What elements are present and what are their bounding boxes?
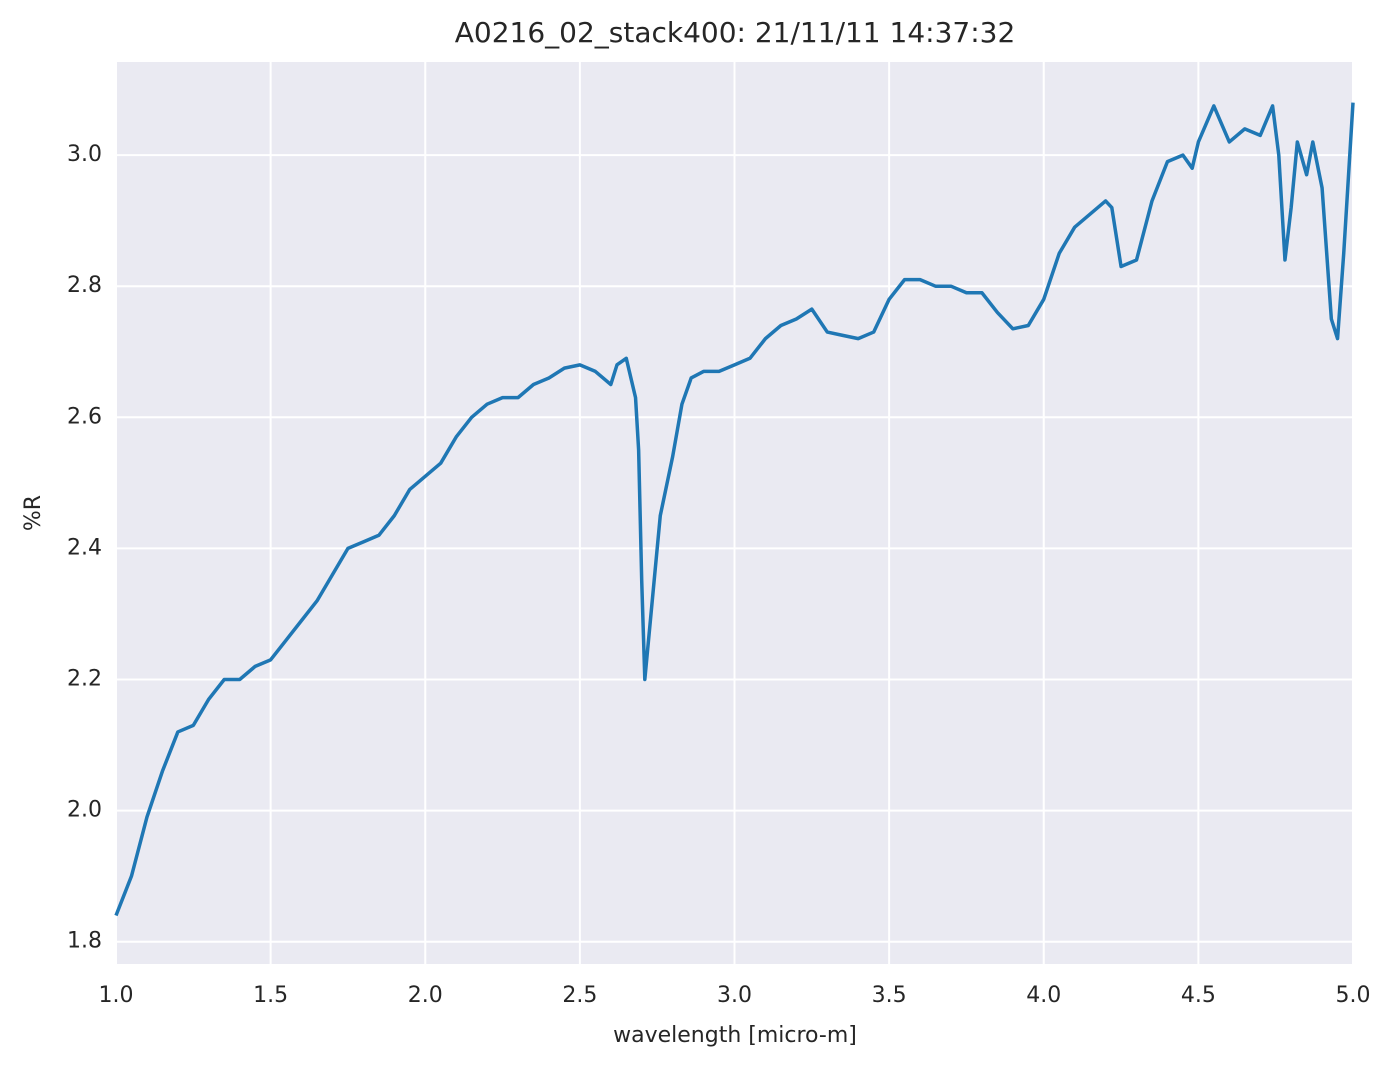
x-tick-label: 1.5 — [253, 983, 288, 1008]
x-tick-label: 4.0 — [1026, 983, 1061, 1008]
y-tick-label: 2.4 — [67, 535, 102, 560]
y-tick-label: 2.6 — [67, 404, 102, 429]
y-axis-label: %R — [21, 495, 46, 531]
x-tick-label: 3.0 — [717, 983, 752, 1008]
data-line — [114, 102, 1355, 917]
x-tick-label: 4.5 — [1181, 983, 1216, 1008]
chart-title: A0216_02_stack400: 21/11/11 14:37:32 — [455, 16, 1016, 49]
y-tick-label: 1.8 — [67, 929, 102, 954]
x-axis-label: wavelength [micro-m] — [613, 1023, 857, 1048]
x-tick-label: 2.0 — [408, 983, 443, 1008]
x-tick-label: 3.5 — [872, 983, 907, 1008]
y-tick-label: 2.2 — [67, 667, 102, 692]
x-tick-label: 1.0 — [99, 983, 134, 1008]
y-tick-label: 2.0 — [67, 798, 102, 823]
y-tick-label: 3.0 — [67, 142, 102, 167]
y-tick-label: 2.8 — [67, 273, 102, 298]
x-tick-label: 2.5 — [562, 983, 597, 1008]
x-tick-label: 5.0 — [1336, 983, 1371, 1008]
